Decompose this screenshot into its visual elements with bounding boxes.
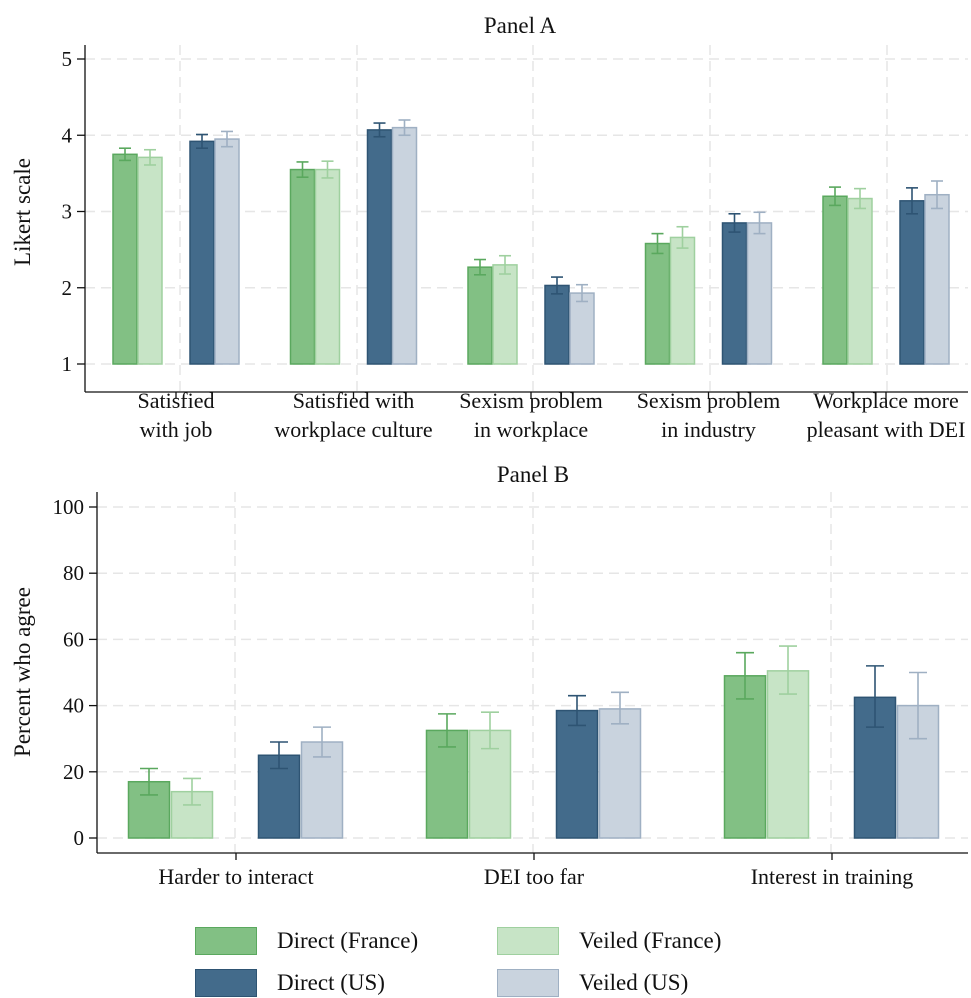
legend-swatch-veiled-us xyxy=(497,969,559,997)
panel-b-ytick-label-0: 0 xyxy=(74,826,85,850)
panel-b-ytick-label-80: 80 xyxy=(63,561,84,585)
panel-b-bar-direct-us-1 xyxy=(555,709,599,839)
panel-b-category-label-0-0: Harder to interact xyxy=(158,864,313,889)
panel-a-bar-veiled-france-3 xyxy=(669,236,696,365)
panel-a-bar-direct-france-2 xyxy=(467,266,493,365)
legend-item-direct-france: Direct (France) xyxy=(195,926,418,956)
legend-item-veiled-us: Veiled (US) xyxy=(497,968,688,998)
panel-a-title: Panel A xyxy=(484,13,557,38)
panel-a-bar-veiled-france-1 xyxy=(314,168,341,365)
panel-a-bar-veiled-france-4 xyxy=(847,197,873,365)
legend-label-direct-us: Direct (US) xyxy=(277,970,385,995)
panel-b-y-axis-label: Percent who agree xyxy=(10,587,35,757)
panel-b-bar-veiled-france-2 xyxy=(766,670,810,839)
panel-a-bar-veiled-us-4 xyxy=(924,193,950,365)
panel-a-bar-direct-us-0 xyxy=(189,140,215,365)
panel-a-y-axis-label: Likert scale xyxy=(10,158,35,266)
panel-a-bar-direct-us-4 xyxy=(899,200,925,365)
panel-a-ytick-label-2: 2 xyxy=(62,276,73,300)
panel-b-ytick-label-60: 60 xyxy=(63,627,84,651)
panel-a-category-label-0-1: with job xyxy=(140,417,213,442)
legend-item-direct-us: Direct (US) xyxy=(195,968,385,998)
panel-a-ytick-label-3: 3 xyxy=(62,200,73,224)
panel-a-bar-direct-us-3 xyxy=(721,222,748,365)
panel-b: Panel B Percent who agree Harder to inte… xyxy=(10,462,968,889)
legend-label-veiled-france: Veiled (France) xyxy=(579,928,722,953)
panel-a-bar-veiled-france-0 xyxy=(137,156,163,365)
panel-a-bar-direct-france-4 xyxy=(822,195,848,365)
panel-b-bar-veiled-us-0 xyxy=(300,741,344,839)
panel-a-category-label-4-1: pleasant with DEI xyxy=(807,417,966,442)
panel-b-title: Panel B xyxy=(497,462,569,487)
panel-a-bar-direct-us-1 xyxy=(366,129,393,365)
panel-b-ytick-label-40: 40 xyxy=(63,694,84,718)
legend: Direct (France) Veiled (France) Direct (… xyxy=(195,926,795,998)
panel-a-bar-direct-france-3 xyxy=(644,242,671,365)
panel-b-bar-veiled-us-1 xyxy=(598,708,642,839)
panel-a-bar-veiled-us-0 xyxy=(214,138,240,365)
panel-b-ytick-label-100: 100 xyxy=(53,495,85,519)
legend-swatch-direct-us xyxy=(195,969,257,997)
panel-a-bar-veiled-france-2 xyxy=(492,264,518,365)
panel-a-bar-direct-france-1 xyxy=(289,168,316,365)
panel-a-ytick-label-4: 4 xyxy=(62,123,73,147)
panel-a-category-label-1-1: workplace culture xyxy=(274,417,432,442)
panel-a-ytick-label-1: 1 xyxy=(62,352,73,376)
panel-b-category-label-2-0: Interest in training xyxy=(751,864,914,889)
legend-label-veiled-us: Veiled (US) xyxy=(579,970,689,995)
panel-a-bar-veiled-us-1 xyxy=(391,126,418,365)
panel-a-bar-direct-us-2 xyxy=(544,284,570,365)
panel-a-ytick-label-5: 5 xyxy=(62,47,73,71)
panel-b-category-label-1-0: DEI too far xyxy=(484,864,585,889)
panel-a-category-label-2-1: in workplace xyxy=(474,417,588,442)
legend-swatch-veiled-france xyxy=(497,927,559,955)
panel-a-category-label-3-1: in industry xyxy=(661,417,756,442)
legend-label-direct-france: Direct (France) xyxy=(277,928,419,953)
panel-a-bar-veiled-us-3 xyxy=(746,222,773,365)
panel-b-ytick-label-20: 20 xyxy=(63,760,84,784)
panel-a-bar-direct-france-0 xyxy=(112,153,138,365)
panel-b-bar-direct-us-2 xyxy=(853,696,897,839)
panel-a-bar-veiled-us-2 xyxy=(569,292,595,365)
legend-item-veiled-france: Veiled (France) xyxy=(497,926,721,956)
legend-swatch-direct-france xyxy=(195,927,257,955)
panel-b-bar-direct-france-2 xyxy=(723,675,767,839)
